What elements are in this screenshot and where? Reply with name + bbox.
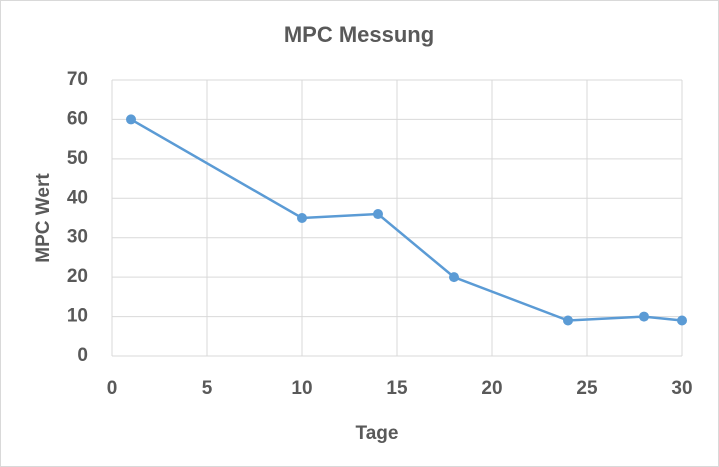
y-tick-label: 10 [67, 306, 88, 327]
x-tick-label: 20 [481, 378, 502, 399]
data-point [297, 213, 307, 223]
x-tick-label: 30 [671, 378, 692, 399]
y-tick-label: 40 [67, 187, 88, 208]
x-tick-label: 10 [291, 378, 312, 399]
x-tick-label: 5 [202, 378, 213, 399]
x-tick-label: 25 [576, 378, 598, 399]
data-point [373, 209, 383, 220]
x-tick-label: 0 [107, 378, 118, 399]
y-tick-label: 0 [77, 345, 88, 366]
y-tick-label: 30 [67, 227, 88, 248]
x-tick-label: 15 [386, 378, 408, 399]
y-tick-label: 20 [67, 266, 88, 287]
data-point [449, 272, 459, 283]
chart-title: MPC Messung [284, 22, 434, 47]
data-point [677, 315, 687, 326]
y-tick-label: 70 [67, 69, 88, 90]
data-point [126, 114, 136, 125]
data-point [639, 311, 649, 322]
data-point [563, 315, 573, 326]
y-tick-label: 50 [67, 148, 88, 169]
x-axis-title: Tage [356, 423, 399, 444]
y-axis-title: MPC Wert [33, 173, 54, 263]
y-tick-label: 60 [67, 108, 88, 129]
